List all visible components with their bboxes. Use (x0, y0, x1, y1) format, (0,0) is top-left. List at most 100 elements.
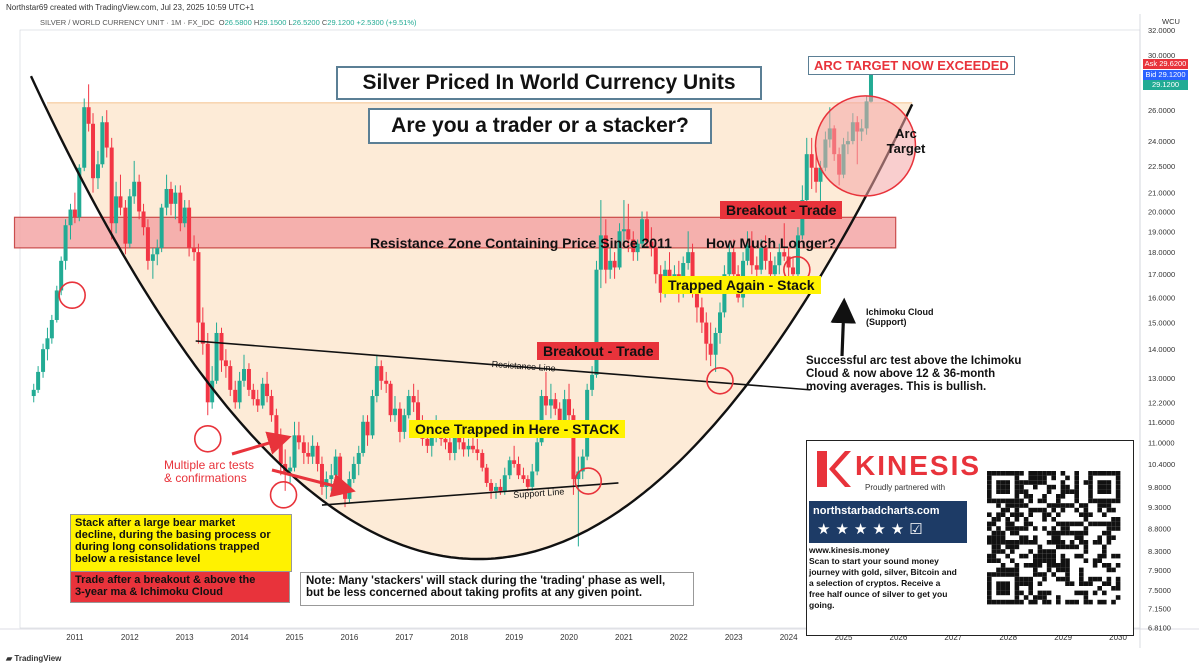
y-tick-label: 16.0000 (1148, 294, 1175, 303)
qr-module (1005, 567, 1010, 573)
qr-module (1074, 521, 1079, 527)
candle-body (521, 475, 526, 480)
candle-body (484, 467, 489, 483)
qr-module (1010, 549, 1015, 554)
ohlc-close: 29.1200 (327, 18, 355, 27)
qr-module (1088, 471, 1093, 476)
qr-module (1074, 475, 1079, 481)
qr-module (1111, 599, 1116, 605)
kinesis-partner-text: Proudly partnered with (865, 483, 946, 492)
qr-module (1115, 586, 1121, 591)
qr-module (996, 581, 1001, 586)
candle-body (182, 207, 187, 224)
candle-body (608, 260, 613, 270)
qr-module (1019, 498, 1024, 504)
qr-module (1092, 576, 1098, 582)
ohlc-h-label: H (253, 18, 260, 27)
qr-code-icon[interactable] (985, 455, 1123, 621)
qr-module (1000, 498, 1006, 504)
qr-module (1106, 471, 1112, 476)
trade-note: Trade after a breakout & above the 3-yea… (70, 571, 290, 603)
candle-body (617, 231, 622, 268)
qr-module (1074, 530, 1079, 536)
x-tick-label: 2013 (176, 633, 194, 642)
qr-module (1005, 553, 1010, 559)
qr-module (1065, 503, 1070, 508)
candle-body (356, 452, 361, 464)
qr-module (1079, 530, 1084, 536)
candle-body (150, 254, 155, 261)
qr-module (1033, 572, 1038, 577)
qr-module (996, 590, 1001, 596)
x-tick-label: 2014 (231, 633, 249, 642)
qr-module (1046, 599, 1052, 605)
qr-module (1028, 590, 1033, 596)
qr-module (1102, 480, 1107, 485)
ad-url[interactable]: www.kinesis.money (809, 545, 890, 555)
qr-module (987, 489, 992, 494)
qr-module (1023, 489, 1029, 494)
candle-body (512, 460, 517, 464)
arc-test-circle (706, 366, 734, 395)
qr-module (1065, 599, 1070, 605)
kinesis-ad[interactable]: KINESIS Proudly partnered with northstar… (806, 440, 1134, 636)
qr-module (1083, 540, 1089, 545)
qr-module (1037, 581, 1043, 586)
qr-module (991, 535, 997, 540)
qr-module (1088, 480, 1093, 485)
qr-module (1060, 563, 1066, 568)
qr-module (1019, 471, 1024, 476)
qr-module (1056, 535, 1061, 540)
candle-body (804, 154, 809, 201)
qr-module (1000, 540, 1006, 545)
qr-module (1088, 484, 1093, 490)
x-tick-label: 2011 (66, 633, 84, 642)
qr-module (1046, 484, 1052, 490)
x-tick-label: 2027 (944, 633, 962, 642)
qr-module (987, 512, 992, 517)
candle-body (626, 229, 631, 240)
qr-module (1102, 563, 1107, 568)
ad-line-2: Scan to start your sound money (809, 556, 939, 566)
qr-module (996, 544, 1001, 550)
y-tick-label: 14.0000 (1148, 345, 1175, 354)
ad-line-5: free half ounce of silver to get you (809, 589, 948, 599)
qr-module (1042, 599, 1047, 605)
qr-module (1115, 494, 1121, 499)
candle-body (782, 252, 787, 257)
qr-module (1014, 494, 1020, 499)
qr-module (1102, 484, 1107, 490)
qr-module (1115, 563, 1121, 568)
qr-module (1028, 498, 1033, 504)
candle-body (466, 445, 471, 450)
qr-module (1033, 535, 1038, 540)
qr-module (1115, 517, 1121, 522)
candle-body (406, 396, 411, 416)
qr-module (1014, 576, 1020, 582)
candle-body (178, 192, 183, 224)
candle-body (777, 252, 782, 266)
qr-module (1088, 581, 1093, 586)
qr-module (1083, 581, 1089, 586)
qr-module (1074, 471, 1079, 476)
candle-body (708, 343, 713, 355)
candle-body (791, 267, 796, 275)
qr-module (1005, 471, 1010, 476)
x-tick-label: 2015 (286, 633, 304, 642)
arc-test-circle (574, 467, 603, 495)
qr-module (1014, 590, 1020, 596)
qr-module (1019, 576, 1024, 582)
last-price-tag: 29.1200 (1143, 80, 1188, 90)
qr-module (1056, 540, 1061, 545)
ohlc-l-label: L (288, 18, 293, 27)
qr-module (1051, 475, 1056, 481)
candle-body (553, 399, 558, 409)
qr-module (1051, 572, 1056, 577)
qr-module (1037, 475, 1043, 481)
qr-module (1005, 507, 1010, 513)
candle-body (260, 383, 265, 406)
qr-module (1014, 581, 1020, 586)
qr-module (1106, 503, 1112, 508)
qr-module (1033, 526, 1038, 531)
candle-body (384, 380, 389, 384)
